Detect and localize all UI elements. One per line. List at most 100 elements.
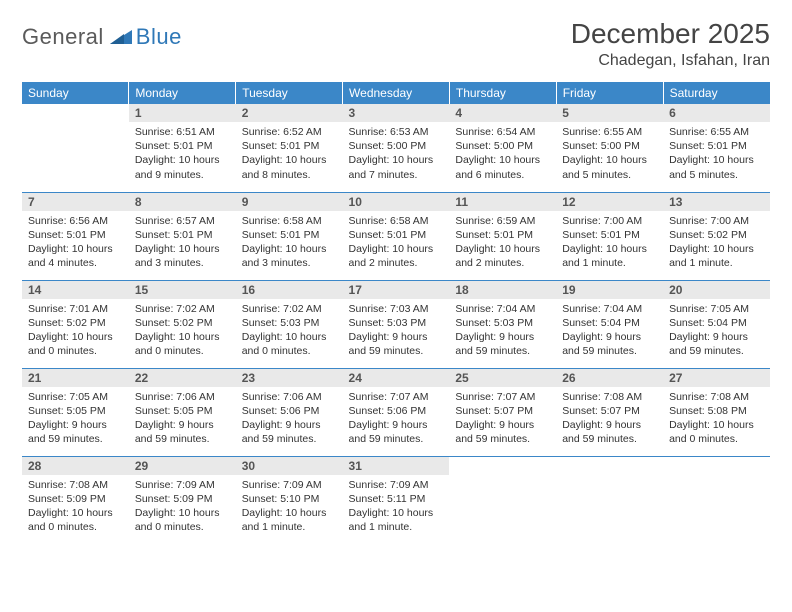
sunrise-text: Sunrise: 6:59 AM xyxy=(455,214,550,228)
sunset-text: Sunset: 5:01 PM xyxy=(242,139,337,153)
day-details: Sunrise: 6:53 AMSunset: 5:00 PMDaylight:… xyxy=(343,122,450,186)
sunrise-text: Sunrise: 7:05 AM xyxy=(669,302,764,316)
sunrise-text: Sunrise: 6:57 AM xyxy=(135,214,230,228)
sunset-text: Sunset: 5:03 PM xyxy=(349,316,444,330)
day-number: 27 xyxy=(663,369,770,387)
day-number: 15 xyxy=(129,281,236,299)
calendar-day-cell: 24Sunrise: 7:07 AMSunset: 5:06 PMDayligh… xyxy=(343,368,450,456)
day-details: Sunrise: 7:09 AMSunset: 5:11 PMDaylight:… xyxy=(343,475,450,539)
day-number: 13 xyxy=(663,193,770,211)
sunrise-text: Sunrise: 7:04 AM xyxy=(562,302,657,316)
sunset-text: Sunset: 5:03 PM xyxy=(455,316,550,330)
daylight-text: Daylight: 9 hours and 59 minutes. xyxy=(455,418,550,446)
daylight-text: Daylight: 10 hours and 5 minutes. xyxy=(562,153,657,181)
daylight-text: Daylight: 9 hours and 59 minutes. xyxy=(562,418,657,446)
sunset-text: Sunset: 5:01 PM xyxy=(135,228,230,242)
daylight-text: Daylight: 10 hours and 0 minutes. xyxy=(135,330,230,358)
calendar-day-cell: 4Sunrise: 6:54 AMSunset: 5:00 PMDaylight… xyxy=(449,104,556,192)
calendar-day-cell: 11Sunrise: 6:59 AMSunset: 5:01 PMDayligh… xyxy=(449,192,556,280)
daylight-text: Daylight: 10 hours and 1 minute. xyxy=(242,506,337,534)
daylight-text: Daylight: 9 hours and 59 minutes. xyxy=(28,418,123,446)
calendar-day-cell xyxy=(663,456,770,538)
sunset-text: Sunset: 5:08 PM xyxy=(669,404,764,418)
calendar-day-cell: 9Sunrise: 6:58 AMSunset: 5:01 PMDaylight… xyxy=(236,192,343,280)
sunset-text: Sunset: 5:02 PM xyxy=(669,228,764,242)
day-details: Sunrise: 7:05 AMSunset: 5:05 PMDaylight:… xyxy=(22,387,129,451)
day-number: 7 xyxy=(22,193,129,211)
daylight-text: Daylight: 10 hours and 5 minutes. xyxy=(669,153,764,181)
weekday-header: Tuesday xyxy=(236,82,343,104)
month-title: December 2025 xyxy=(571,18,770,50)
sunset-text: Sunset: 5:05 PM xyxy=(135,404,230,418)
location-subtitle: Chadegan, Isfahan, Iran xyxy=(571,52,770,70)
calendar-day-cell: 21Sunrise: 7:05 AMSunset: 5:05 PMDayligh… xyxy=(22,368,129,456)
calendar-day-cell xyxy=(22,104,129,192)
brand-text-blue: Blue xyxy=(136,24,182,50)
sunrise-text: Sunrise: 7:00 AM xyxy=(669,214,764,228)
calendar-day-cell: 28Sunrise: 7:08 AMSunset: 5:09 PMDayligh… xyxy=(22,456,129,538)
day-number: 14 xyxy=(22,281,129,299)
daylight-text: Daylight: 10 hours and 0 minutes. xyxy=(135,506,230,534)
calendar-day-cell: 18Sunrise: 7:04 AMSunset: 5:03 PMDayligh… xyxy=(449,280,556,368)
brand-logo: General Blue xyxy=(22,24,182,50)
sunset-text: Sunset: 5:04 PM xyxy=(669,316,764,330)
calendar-day-cell: 19Sunrise: 7:04 AMSunset: 5:04 PMDayligh… xyxy=(556,280,663,368)
weekday-header: Monday xyxy=(129,82,236,104)
calendar-table: Sunday Monday Tuesday Wednesday Thursday… xyxy=(22,82,770,538)
day-number: 12 xyxy=(556,193,663,211)
day-details: Sunrise: 7:04 AMSunset: 5:04 PMDaylight:… xyxy=(556,299,663,363)
day-details: Sunrise: 6:59 AMSunset: 5:01 PMDaylight:… xyxy=(449,211,556,275)
day-number: 29 xyxy=(129,457,236,475)
sunset-text: Sunset: 5:11 PM xyxy=(349,492,444,506)
sunrise-text: Sunrise: 6:54 AM xyxy=(455,125,550,139)
day-details: Sunrise: 7:08 AMSunset: 5:09 PMDaylight:… xyxy=(22,475,129,539)
sunrise-text: Sunrise: 6:58 AM xyxy=(349,214,444,228)
page-header: General Blue December 2025 Chadegan, Isf… xyxy=(22,18,770,70)
sunrise-text: Sunrise: 7:09 AM xyxy=(135,478,230,492)
sunrise-text: Sunrise: 7:07 AM xyxy=(349,390,444,404)
day-details: Sunrise: 6:52 AMSunset: 5:01 PMDaylight:… xyxy=(236,122,343,186)
title-block: December 2025 Chadegan, Isfahan, Iran xyxy=(571,18,770,70)
day-details: Sunrise: 7:06 AMSunset: 5:05 PMDaylight:… xyxy=(129,387,236,451)
calendar-week-row: 21Sunrise: 7:05 AMSunset: 5:05 PMDayligh… xyxy=(22,368,770,456)
day-details: Sunrise: 6:55 AMSunset: 5:01 PMDaylight:… xyxy=(663,122,770,186)
calendar-day-cell: 7Sunrise: 6:56 AMSunset: 5:01 PMDaylight… xyxy=(22,192,129,280)
day-number: 8 xyxy=(129,193,236,211)
day-number: 2 xyxy=(236,104,343,122)
sunrise-text: Sunrise: 7:07 AM xyxy=(455,390,550,404)
daylight-text: Daylight: 9 hours and 59 minutes. xyxy=(562,330,657,358)
sunset-text: Sunset: 5:06 PM xyxy=(242,404,337,418)
sunset-text: Sunset: 5:06 PM xyxy=(349,404,444,418)
day-details: Sunrise: 7:04 AMSunset: 5:03 PMDaylight:… xyxy=(449,299,556,363)
day-details: Sunrise: 7:03 AMSunset: 5:03 PMDaylight:… xyxy=(343,299,450,363)
calendar-day-cell xyxy=(449,456,556,538)
day-details: Sunrise: 7:05 AMSunset: 5:04 PMDaylight:… xyxy=(663,299,770,363)
calendar-day-cell: 23Sunrise: 7:06 AMSunset: 5:06 PMDayligh… xyxy=(236,368,343,456)
day-details: Sunrise: 6:57 AMSunset: 5:01 PMDaylight:… xyxy=(129,211,236,275)
sunrise-text: Sunrise: 7:00 AM xyxy=(562,214,657,228)
weekday-header: Friday xyxy=(556,82,663,104)
calendar-day-cell: 17Sunrise: 7:03 AMSunset: 5:03 PMDayligh… xyxy=(343,280,450,368)
day-number: 21 xyxy=(22,369,129,387)
sunset-text: Sunset: 5:09 PM xyxy=(28,492,123,506)
daylight-text: Daylight: 10 hours and 0 minutes. xyxy=(28,330,123,358)
day-details: Sunrise: 6:58 AMSunset: 5:01 PMDaylight:… xyxy=(236,211,343,275)
calendar-day-cell: 5Sunrise: 6:55 AMSunset: 5:00 PMDaylight… xyxy=(556,104,663,192)
daylight-text: Daylight: 10 hours and 2 minutes. xyxy=(455,242,550,270)
sunrise-text: Sunrise: 6:56 AM xyxy=(28,214,123,228)
day-details: Sunrise: 7:01 AMSunset: 5:02 PMDaylight:… xyxy=(22,299,129,363)
day-details: Sunrise: 7:09 AMSunset: 5:09 PMDaylight:… xyxy=(129,475,236,539)
daylight-text: Daylight: 10 hours and 6 minutes. xyxy=(455,153,550,181)
daylight-text: Daylight: 9 hours and 59 minutes. xyxy=(242,418,337,446)
sunrise-text: Sunrise: 7:02 AM xyxy=(135,302,230,316)
day-number: 3 xyxy=(343,104,450,122)
day-number: 23 xyxy=(236,369,343,387)
sunrise-text: Sunrise: 7:08 AM xyxy=(669,390,764,404)
sunrise-text: Sunrise: 6:52 AM xyxy=(242,125,337,139)
day-details: Sunrise: 7:08 AMSunset: 5:07 PMDaylight:… xyxy=(556,387,663,451)
day-number: 28 xyxy=(22,457,129,475)
day-details: Sunrise: 6:55 AMSunset: 5:00 PMDaylight:… xyxy=(556,122,663,186)
day-number: 20 xyxy=(663,281,770,299)
weekday-header: Sunday xyxy=(22,82,129,104)
sunrise-text: Sunrise: 7:04 AM xyxy=(455,302,550,316)
